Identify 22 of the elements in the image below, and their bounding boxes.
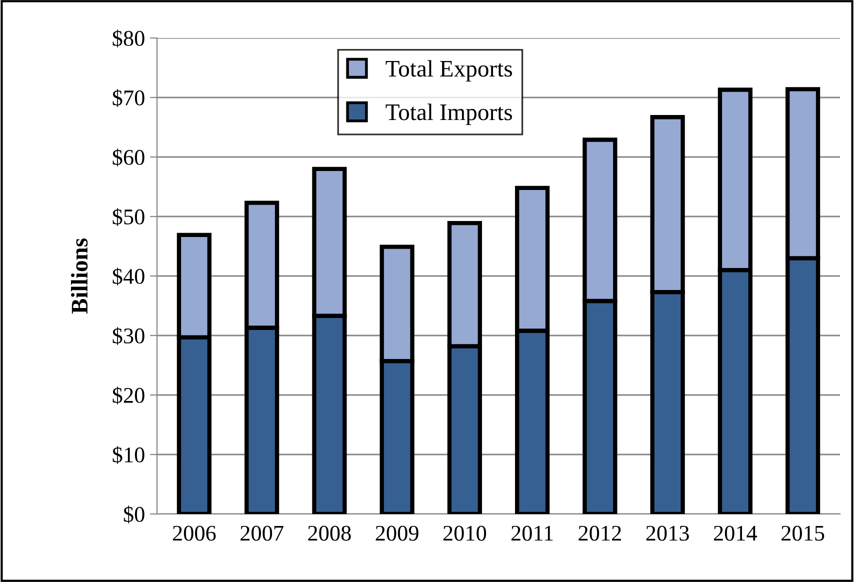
y-tick-label: $30 [112, 327, 144, 345]
y-tick-label: $70 [112, 89, 144, 107]
x-tick-label: 2012 [578, 526, 621, 541]
x-tick-label: 2008 [308, 526, 351, 541]
y-tick-label: $50 [112, 208, 144, 226]
x-tick-label: 2014 [714, 526, 758, 541]
x-tick-label: 2010 [443, 526, 486, 541]
x-tick-label: 2011 [511, 526, 553, 541]
legend-label: Total Imports [386, 104, 512, 126]
y-tick-label: $80 [112, 30, 144, 48]
y-tick-label: $0 [124, 506, 144, 524]
x-tick-label: 2015 [782, 526, 824, 541]
y-axis-title: Billions [71, 238, 88, 314]
x-tick-label: 2007 [240, 526, 284, 541]
y-tick-label: $60 [112, 148, 144, 166]
x-tick-label: 2013 [646, 526, 689, 541]
y-tick-label: $20 [112, 386, 144, 404]
y-tick-label: $10 [112, 446, 144, 464]
x-tick-label: 2009 [376, 526, 418, 541]
y-tick-label: $40 [112, 268, 144, 286]
legend-label: Total Exports [386, 60, 512, 82]
x-tick-label: 2006 [172, 526, 216, 541]
